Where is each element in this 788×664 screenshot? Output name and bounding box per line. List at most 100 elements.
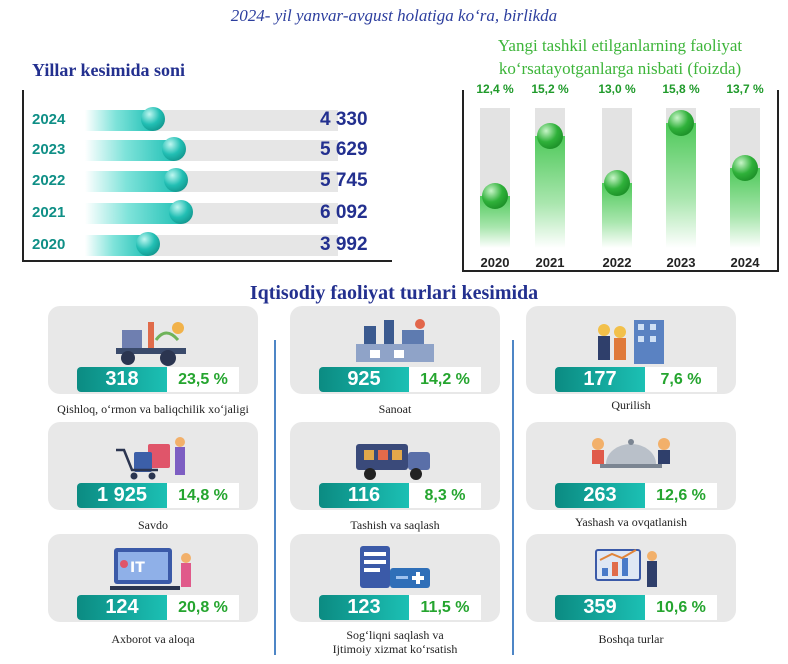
sector-card: 925 14,2 % xyxy=(290,306,500,394)
construction-icon xyxy=(586,314,676,368)
sector-percent: 14,2 % xyxy=(409,367,481,392)
sector-count: 123 xyxy=(319,595,409,620)
sector-percent: 20,8 % xyxy=(167,595,239,620)
sector-name: Yashash va ovqatlanish xyxy=(574,515,688,529)
years-chart-frame xyxy=(22,90,392,262)
column-separator xyxy=(512,340,514,655)
sector-card: 359 10,6 % xyxy=(526,534,736,622)
bar-end-marker xyxy=(141,107,166,131)
sector-percent: 7,6 % xyxy=(645,367,717,392)
sector-count: 318 xyxy=(77,367,167,392)
year-label: 2024 xyxy=(730,255,760,270)
bar-end-marker xyxy=(537,123,563,149)
bar-fill xyxy=(535,136,565,248)
sector-percent: 8,3 % xyxy=(409,483,481,508)
bar-value-label: 15,2 % xyxy=(531,82,569,96)
industry-icon xyxy=(350,314,440,368)
bar-fill xyxy=(85,171,176,192)
ratio-chart-frame xyxy=(462,90,779,272)
sector-name: Tashish va saqlash xyxy=(350,518,440,532)
sector-name: Sog‘liqni saqlash va Ijtimoiy xizmat ko‘r… xyxy=(275,628,515,656)
ratio-bar: 13,0 % 2022 xyxy=(598,82,635,270)
bar-value-label: 12,4 % xyxy=(476,82,514,96)
bar-end-marker xyxy=(482,183,508,210)
bar-fill xyxy=(730,168,760,248)
bar-end-marker xyxy=(604,170,630,197)
column-separator xyxy=(274,340,276,655)
year-bar-row: 2023 5 629 xyxy=(30,137,390,161)
sector-name: Qurilish xyxy=(611,398,651,412)
bar-end-marker xyxy=(163,168,188,192)
agriculture-icon xyxy=(108,314,198,368)
sector-count: 925 xyxy=(319,367,409,392)
svg-text:IT: IT xyxy=(130,560,145,576)
shopping-icon xyxy=(108,430,198,484)
it-icon: IT xyxy=(108,542,198,596)
sector-name-line: Ijtimoiy xizmat ko‘rsatish xyxy=(332,642,458,656)
year-label: 2020 xyxy=(480,255,510,270)
bar-value-label: 3 992 xyxy=(320,234,368,255)
bar-value-label: 15,8 % xyxy=(662,82,700,96)
year-label: 2022 xyxy=(602,255,632,270)
sector-count: 263 xyxy=(555,483,645,508)
sector-card: 123 11,5 % xyxy=(290,534,500,622)
healthcare-icon xyxy=(350,542,440,596)
year-bar-row: 2024 4 330 xyxy=(30,107,390,131)
sector-card: 116 8,3 % xyxy=(290,422,500,510)
sector-card: 177 7,6 % xyxy=(526,306,736,394)
right-chart-title: Yangi tashkil etilganlarning faoliyat ko… xyxy=(470,34,770,80)
bar-value-label: 4 330 xyxy=(320,109,368,130)
transport-icon xyxy=(350,430,440,484)
year-bar-row: 2021 6 092 xyxy=(30,200,390,224)
sector-count: 124 xyxy=(77,595,167,620)
bar-end-marker xyxy=(732,155,758,182)
bar-value-label: 5 629 xyxy=(320,139,368,160)
ratio-bar: 15,8 % 2023 xyxy=(662,82,699,270)
year-label: 2023 xyxy=(32,141,66,158)
sector-card: IT 124 20,8 % xyxy=(48,534,258,622)
sector-name: Savdo xyxy=(138,518,168,532)
right-chart-title-line1: Yangi tashkil etilganlarning faoliyat xyxy=(497,36,743,55)
sector-card: 1 925 14,8 % xyxy=(48,422,258,510)
bar-fill xyxy=(85,140,174,161)
bar-fill xyxy=(85,235,149,256)
sector-name: Qishloq, o‘rmon va baliqchilik xo‘jaligi xyxy=(57,402,249,416)
bar-value-label: 13,0 % xyxy=(598,82,636,96)
year-label: 2022 xyxy=(32,172,66,189)
year-label: 2021 xyxy=(32,204,66,221)
bar-end-marker xyxy=(136,232,161,256)
other-icon xyxy=(586,542,676,596)
ratio-bar: 13,7 % 2024 xyxy=(726,82,763,270)
sector-percent: 12,6 % xyxy=(645,483,717,508)
bar-fill xyxy=(85,203,182,224)
bar-value-label: 13,7 % xyxy=(726,82,764,96)
bar-fill xyxy=(85,110,154,131)
bar-end-marker xyxy=(162,137,186,161)
left-chart-title: Yillar kesimida soni xyxy=(32,60,186,80)
sector-name: Boshqa turlar xyxy=(598,632,664,646)
section-title: Iqtisodiy faoliyat turlari kesimida xyxy=(249,282,539,304)
bar-value-label: 5 745 xyxy=(320,170,368,191)
page-title: 2024- yil yanvar-avgust holatiga ko‘ra, … xyxy=(230,6,558,25)
year-bar-row: 2022 5 745 xyxy=(30,168,390,192)
year-label: 2023 xyxy=(666,255,696,270)
sector-count: 1 925 xyxy=(77,483,167,508)
sector-card: 318 23,5 % xyxy=(48,306,258,394)
sector-percent: 10,6 % xyxy=(645,595,717,620)
right-chart-title-line2: ko‘rsatayotganlarga nisbati (foizda) xyxy=(498,59,742,78)
year-label: 2020 xyxy=(32,236,66,253)
sector-name: Axborot va aloqa xyxy=(111,632,195,646)
sector-percent: 14,8 % xyxy=(167,483,239,508)
sector-card: 263 12,6 % xyxy=(526,422,736,510)
year-label: 2024 xyxy=(32,111,66,128)
sector-percent: 23,5 % xyxy=(167,367,239,392)
bar-value-label: 6 092 xyxy=(320,202,368,223)
bar-fill xyxy=(666,123,696,248)
ratio-bar: 15,2 % 2021 xyxy=(531,82,568,270)
sector-percent: 11,5 % xyxy=(409,595,481,620)
bar-end-marker xyxy=(668,110,694,137)
hospitality-icon xyxy=(586,430,676,484)
sector-count: 177 xyxy=(555,367,645,392)
sector-count: 116 xyxy=(319,483,409,508)
sector-count: 359 xyxy=(555,595,645,620)
